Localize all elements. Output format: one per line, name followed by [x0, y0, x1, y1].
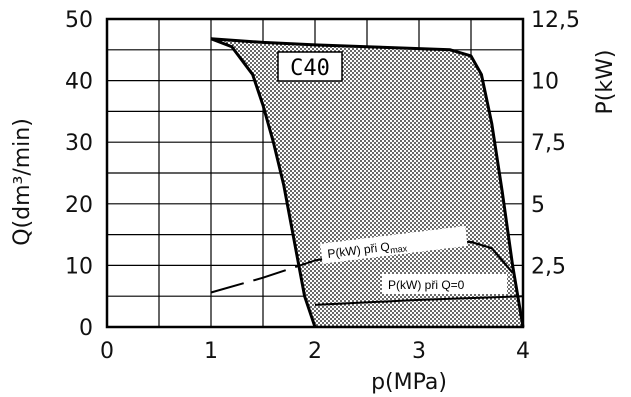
region-label: C40 [290, 56, 330, 81]
series-q-left-boundary [210, 37, 317, 328]
y-left-tick-label: 10 [65, 254, 93, 279]
y-right-tick-label: 12,5 [531, 8, 580, 33]
y-right-tick-label: 2,5 [531, 254, 566, 279]
x-axis-label: p(MPa) [371, 370, 447, 395]
y-left-tick-label: 20 [65, 193, 93, 218]
y-left-tick-label: 30 [65, 131, 93, 156]
x-tick-label: 0 [100, 339, 114, 364]
y-left-tick-label: 40 [65, 70, 93, 95]
y-right-tick-label: 10 [531, 70, 559, 95]
x-tick-label: 2 [308, 339, 322, 364]
annotation-q0: P(kW) při Q=0 [382, 274, 507, 294]
y-left-tick-label: 0 [79, 316, 93, 341]
series-p-q0 [314, 295, 524, 306]
y-right-tick-label: 5 [531, 193, 545, 218]
series-q-right-boundary [210, 37, 525, 328]
x-tick-label: 4 [516, 339, 530, 364]
y-left-tick-label: 50 [65, 8, 93, 33]
operating-region-area [211, 38, 523, 327]
y-right-tick-label: 7,5 [531, 131, 566, 156]
region-label-box [277, 51, 343, 82]
x-tick-label: 3 [412, 339, 426, 364]
plot-frame [105, 17, 525, 329]
y-axis-left-label: Q(dm³/min) [10, 118, 35, 246]
annotation-qmax: P(kW) při Qmax [320, 226, 468, 264]
annotation-q0-text: P(kW) při Q=0 [388, 278, 465, 292]
plot-border [105, 17, 525, 329]
y-axis-right-label: P(kW) [593, 50, 618, 115]
x-tick-label: 1 [204, 339, 218, 364]
annotation-qmax-subscript: max [390, 243, 409, 255]
